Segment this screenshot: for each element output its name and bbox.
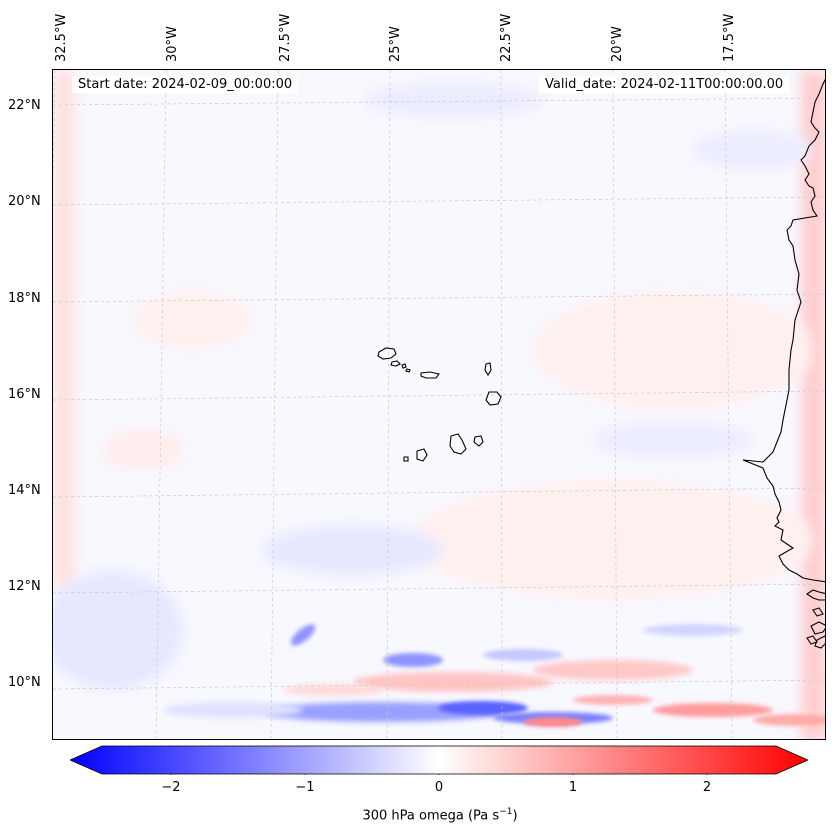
lat-label-14n: 14°N bbox=[8, 483, 41, 498]
lon-label-30w: 30°W bbox=[165, 26, 180, 62]
omega-field-shading bbox=[53, 70, 825, 739]
lon-label-17-5w: 17.5°W bbox=[722, 13, 737, 62]
lon-label-20w: 20°W bbox=[610, 26, 625, 62]
colorbar-tick-1: 1 bbox=[568, 780, 578, 795]
african-coastline bbox=[742, 78, 825, 649]
colorbar-label: 300 hPa omega (Pa s−1) bbox=[362, 807, 517, 823]
colorbar-tick-minus-2: −2 bbox=[161, 780, 181, 795]
omega-field-map bbox=[53, 70, 825, 739]
lat-label-16n: 16°N bbox=[8, 387, 41, 402]
lat-label-20n: 20°N bbox=[8, 194, 41, 209]
start-date-label: Start date: 2024-02-09_00:00:00 bbox=[72, 76, 299, 93]
colorbar-tick-2: 2 bbox=[702, 780, 712, 795]
lat-label-22n: 22°N bbox=[8, 98, 41, 113]
valid-date-label: Valid_date: 2024-02-11T00:00:00.00 bbox=[539, 76, 790, 93]
lon-label-27-5w: 27.5°W bbox=[278, 13, 293, 62]
cape-verde-islands bbox=[377, 347, 502, 462]
lat-label-10n: 10°N bbox=[8, 675, 41, 690]
colorbar-tick-minus-1: −1 bbox=[295, 780, 315, 795]
map-panel bbox=[52, 69, 826, 740]
lon-label-25w: 25°W bbox=[388, 26, 403, 62]
colorbar bbox=[70, 745, 808, 775]
lon-label-32-5w: 32.5°W bbox=[54, 13, 69, 62]
colorbar-gradient bbox=[70, 745, 808, 775]
lat-label-12n: 12°N bbox=[8, 579, 41, 594]
colorbar-label-exponent: −1 bbox=[499, 807, 513, 817]
colorbar-label-close: ) bbox=[512, 808, 518, 824]
colorbar-tick-0: 0 bbox=[434, 780, 444, 795]
graticule bbox=[53, 70, 825, 739]
lon-label-22-5w: 22.5°W bbox=[499, 13, 514, 62]
colorbar-label-text: 300 hPa omega (Pa s bbox=[362, 808, 500, 824]
colorbar-tick-marks bbox=[170, 774, 708, 775]
lat-label-18n: 18°N bbox=[8, 291, 41, 306]
